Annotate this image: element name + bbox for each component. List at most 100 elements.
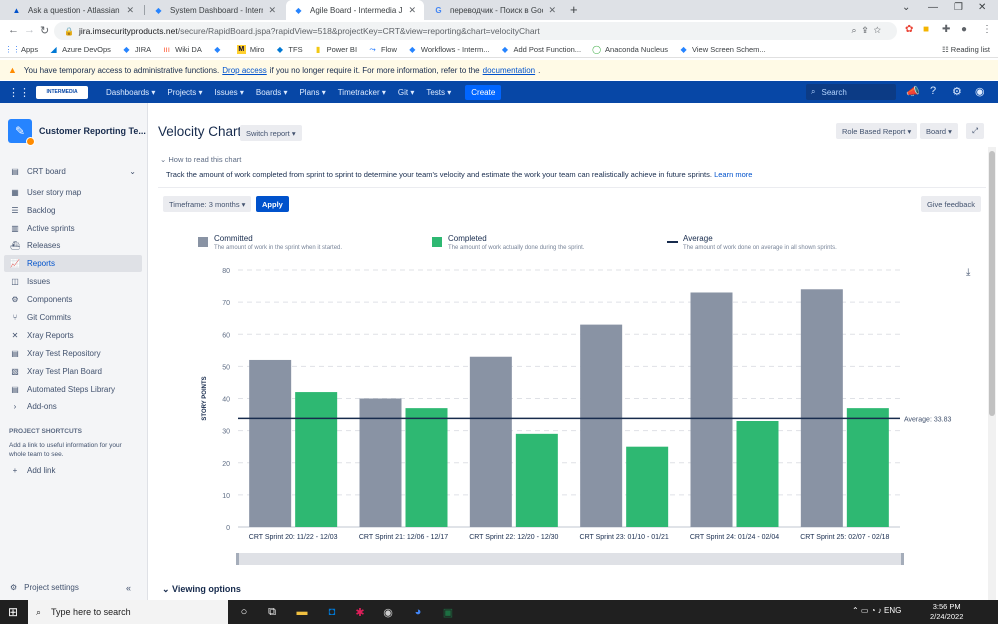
extension-icon[interactable]: ■	[923, 24, 930, 35]
project-header[interactable]: ✎ Customer Reporting Te...	[8, 119, 146, 146]
reading-list[interactable]: ☷ Reading list	[942, 45, 990, 54]
viewing-options-toggle[interactable]: ⌄ Viewing options	[162, 584, 241, 595]
browser-tab-1[interactable]: ▲ Ask a question - Atlassian Comm ✕	[4, 0, 142, 20]
browser-tab-3[interactable]: ◆ Agile Board - Intermedia JIRA ✕	[286, 0, 424, 20]
sidebar-item-automated-steps-library[interactable]: ▤ Automated Steps Library	[4, 381, 142, 398]
create-button[interactable]: Create	[465, 84, 502, 100]
sidebar-item-xray-test-repository[interactable]: ▤ Xray Test Repository	[4, 345, 142, 362]
range-handle-right[interactable]	[901, 553, 904, 565]
url-bar[interactable]: 🔒 jira.imsecurityproducts.net/secure/Rap…	[54, 22, 897, 40]
nav-plans[interactable]: Plans ▾	[299, 87, 326, 97]
bookmark-tfs[interactable]: ◆ TFS	[275, 45, 303, 54]
board-switcher[interactable]: ▤ CRT board ⌄	[4, 163, 142, 180]
nav-projects[interactable]: Projects ▾	[167, 87, 203, 97]
close-icon[interactable]: ✕	[548, 4, 556, 15]
help-icon[interactable]: ?	[930, 85, 937, 97]
task-view-icon[interactable]: ⧉	[268, 605, 276, 618]
restore-icon[interactable]: ❐	[954, 2, 963, 13]
close-icon[interactable]: ✕	[126, 4, 134, 15]
taskbar-search-input[interactable]: ⌕ Type here to search	[28, 600, 228, 624]
learn-more-link[interactable]: Learn more	[714, 170, 753, 179]
collapse-sidebar-icon[interactable]: «	[126, 583, 132, 593]
nav-dashboards[interactable]: Dashboards ▾	[106, 87, 156, 97]
back-icon[interactable]: ←	[8, 24, 19, 36]
sidebar-item-xray-test-plan-board[interactable]: ▧ Xray Test Plan Board	[4, 363, 142, 380]
bookmark-powerbi[interactable]: ▮ Power BI	[314, 45, 357, 54]
bookmark-jira[interactable]: ◆ JIRA	[122, 45, 151, 54]
outlook-icon[interactable]: ◘	[328, 606, 336, 618]
bookmark-wiki[interactable]: ııı Wiki DA	[162, 45, 202, 54]
add-link[interactable]: + Add link	[4, 462, 142, 479]
reload-icon[interactable]: ↻	[40, 25, 50, 37]
clock[interactable]: 3:56 PM 2/24/2022	[930, 602, 963, 622]
switch-report-button[interactable]: Switch report ▾	[240, 125, 302, 141]
sidebar-item-reports[interactable]: 📈 Reports	[4, 255, 142, 272]
chrome-icon[interactable]: ◕	[414, 606, 422, 618]
bookmark-flow[interactable]: ⤳ Flow	[368, 45, 397, 55]
nav-git[interactable]: Git ▾	[397, 87, 415, 97]
browser-tab-4[interactable]: G переводчик - Поиск в Google ✕	[426, 0, 564, 20]
role-based-report-button[interactable]: Role Based Report ▾	[836, 123, 918, 139]
scrollbar[interactable]	[988, 147, 996, 600]
documentation-link[interactable]: documentation	[482, 65, 536, 75]
sidebar-item-user-story-map[interactable]: ▦ User story map	[4, 184, 142, 201]
sidebar-item-xray-reports[interactable]: ✕ Xray Reports	[4, 327, 142, 344]
nav-timetracker[interactable]: Timetracker ▾	[337, 87, 386, 97]
nav-boards[interactable]: Boards ▾	[255, 87, 288, 97]
browser-menu-icon[interactable]: ⋮	[982, 24, 992, 35]
drop-access-link[interactable]: Drop access	[222, 65, 267, 75]
sidebar-item-git-commits[interactable]: ⑂ Git Commits	[4, 309, 142, 326]
new-tab-icon[interactable]: +	[570, 2, 578, 17]
sidebar-item-components[interactable]: ⚙ Components	[4, 291, 142, 308]
bookmark-azure[interactable]: ◢ Azure DevOps	[49, 45, 111, 54]
sidebar-item-releases[interactable]: ⛴ Releases	[4, 237, 142, 254]
nav-issues[interactable]: Issues ▾	[214, 87, 244, 97]
extension-icon[interactable]: ✿	[905, 24, 914, 35]
nav-tests[interactable]: Tests ▾	[426, 87, 452, 97]
file-explorer-icon[interactable]: ▬	[296, 606, 308, 618]
give-feedback-button[interactable]: Give feedback	[921, 196, 981, 212]
browser-tab-2[interactable]: ◆ System Dashboard - Intermedia ✕	[146, 0, 284, 20]
timeframe-select[interactable]: Timeframe: 3 months ▾	[163, 196, 252, 212]
slack-icon[interactable]: ✱	[355, 606, 365, 619]
tray-icons[interactable]: ⌃ ▭ ◔ ♪	[852, 606, 884, 615]
close-icon[interactable]: ✕	[408, 4, 416, 15]
range-slider[interactable]	[236, 553, 904, 565]
excel-icon[interactable]: ▣	[442, 606, 454, 619]
intermedia-logo[interactable]: INTERMEDIA	[36, 85, 88, 99]
settings-gear-icon[interactable]: ⚙	[952, 86, 962, 98]
sidebar-item-backlog[interactable]: ☰ Backlog	[4, 202, 142, 219]
forward-icon[interactable]: →	[24, 24, 35, 36]
bookmark-apps[interactable]: ⋮⋮ Apps	[5, 45, 39, 54]
app-switcher-icon[interactable]: ⋮⋮	[8, 86, 30, 99]
cortana-icon[interactable]: ○	[240, 606, 248, 618]
scrollbar-thumb[interactable]	[989, 151, 995, 416]
fullscreen-icon[interactable]: ⤢	[966, 123, 984, 139]
windows-start-icon[interactable]: ⊞	[8, 605, 19, 619]
sidebar-item-active-sprints[interactable]: ▥ Active sprints	[4, 220, 142, 237]
bookmark-post-function[interactable]: ◆ Add Post Function...	[501, 45, 581, 54]
bookmark-jira-2[interactable]: ◆	[213, 45, 226, 54]
sidebar-item-issues[interactable]: ◫ Issues	[4, 273, 142, 290]
app-icon[interactable]: ◉	[383, 606, 393, 619]
tab-search-icon[interactable]: ⌄	[902, 2, 911, 13]
language-indicator[interactable]: ENG	[883, 606, 902, 615]
extensions-puzzle-icon[interactable]: ✚	[942, 24, 951, 35]
omnibox-action-icons[interactable]: ⌕⇪☆	[851, 25, 887, 35]
bookmark-screen-schemes[interactable]: ◆ View Screen Schem...	[679, 45, 765, 54]
board-button[interactable]: Board ▾	[920, 123, 958, 139]
how-to-read-toggle[interactable]: ⌄ How to read this chart	[160, 155, 241, 164]
close-icon[interactable]: ✕	[268, 4, 276, 15]
window-close-icon[interactable]: ✕	[978, 2, 987, 13]
avatar[interactable]: ◉	[975, 86, 985, 98]
bookmark-miro[interactable]: M Miro	[236, 45, 264, 54]
bookmark-anaconda[interactable]: ◯ Anaconda Nucleus	[592, 45, 668, 54]
apply-button[interactable]: Apply	[256, 196, 289, 212]
minimize-icon[interactable]: —	[928, 2, 938, 13]
bookmark-workflows[interactable]: ◆ Workflows - Interm...	[408, 45, 489, 54]
download-icon[interactable]: ⤓	[966, 267, 971, 278]
search-input[interactable]: ⌕ Search	[806, 84, 896, 100]
notifications-icon[interactable]: 📣	[906, 86, 920, 98]
sidebar-item-add-ons[interactable]: › Add-ons	[4, 398, 142, 415]
range-handle-left[interactable]	[236, 553, 239, 565]
